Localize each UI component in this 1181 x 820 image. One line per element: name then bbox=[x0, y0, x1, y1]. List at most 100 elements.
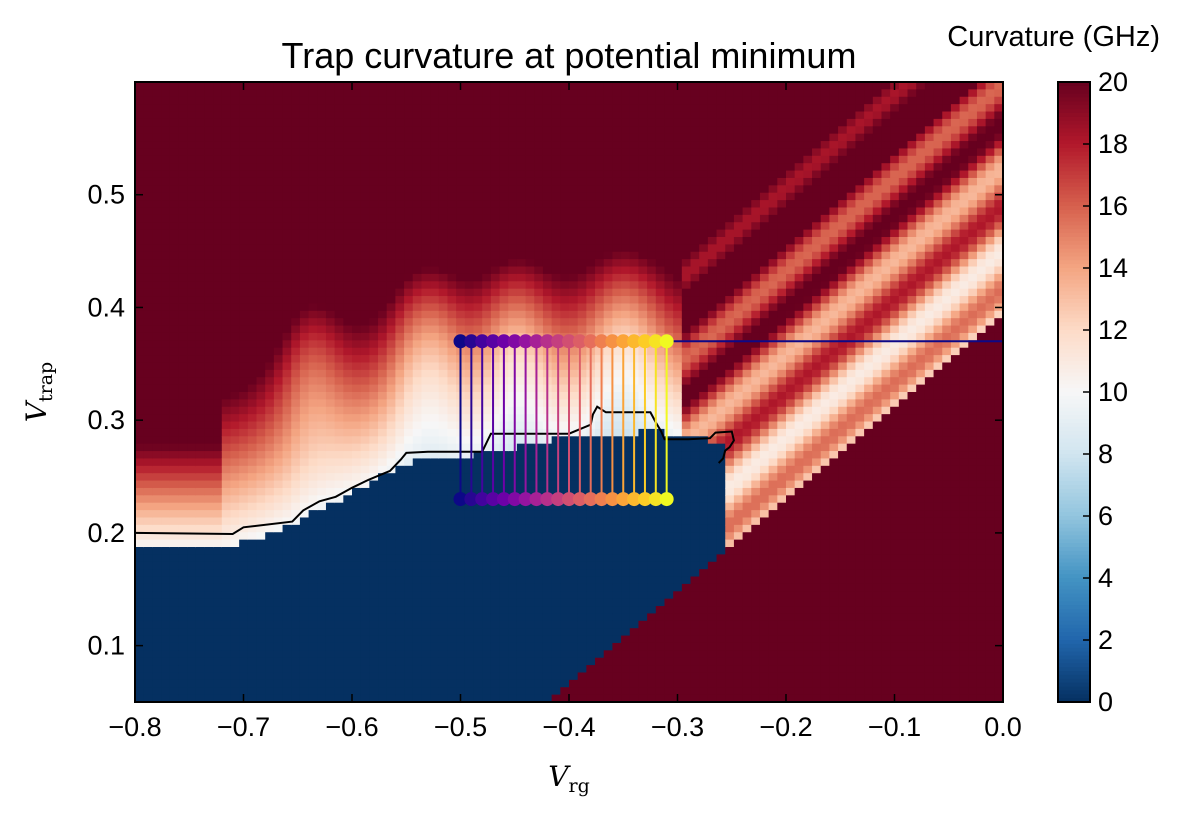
heatmap-cell bbox=[473, 679, 483, 688]
heatmap-cell bbox=[230, 406, 240, 415]
heatmap-cell bbox=[612, 421, 622, 430]
heatmap-cell bbox=[499, 672, 509, 681]
heatmap-cell bbox=[256, 185, 266, 194]
heatmap-cell bbox=[317, 679, 327, 688]
heatmap-cell bbox=[152, 524, 162, 533]
heatmap-cell bbox=[143, 679, 153, 688]
heatmap-cell bbox=[195, 598, 206, 607]
heatmap-cell bbox=[360, 207, 370, 216]
heatmap-cell bbox=[282, 118, 292, 127]
heatmap-cell bbox=[412, 332, 423, 341]
heatmap-cell bbox=[273, 414, 284, 423]
heatmap-cell bbox=[230, 524, 240, 533]
heatmap-cell bbox=[256, 495, 266, 504]
heatmap-cell bbox=[265, 421, 275, 430]
heatmap-cell bbox=[204, 694, 214, 702]
heatmap-cell bbox=[386, 583, 396, 592]
heatmap-cell bbox=[569, 554, 579, 563]
heatmap-cell bbox=[473, 487, 483, 496]
heatmap-cell bbox=[169, 421, 179, 430]
heatmap-cell bbox=[204, 332, 214, 341]
heatmap-cell bbox=[629, 281, 640, 290]
heatmap-cell bbox=[343, 237, 353, 245]
heatmap-cell bbox=[308, 377, 318, 386]
heatmap-cell bbox=[378, 200, 388, 209]
heatmap-cell bbox=[395, 355, 405, 364]
heatmap-cell bbox=[325, 355, 336, 364]
heatmap-cell bbox=[247, 458, 258, 467]
heatmap-cell bbox=[621, 392, 631, 400]
heatmap-cell bbox=[447, 421, 457, 430]
heatmap-cell bbox=[534, 443, 544, 452]
heatmap-cell bbox=[334, 244, 344, 253]
heatmap-cell bbox=[187, 406, 197, 415]
heatmap-cell bbox=[221, 192, 232, 201]
heatmap-cell bbox=[143, 569, 153, 578]
heatmap-cell bbox=[213, 303, 223, 312]
heatmap-cell bbox=[595, 642, 605, 651]
heatmap-cell bbox=[412, 384, 423, 393]
heatmap-cell bbox=[325, 642, 336, 651]
heatmap-cell bbox=[629, 591, 640, 600]
heatmap-cell bbox=[447, 436, 457, 445]
heatmap-cell bbox=[516, 554, 527, 563]
heatmap-cell bbox=[638, 177, 648, 186]
heatmap-cell bbox=[221, 96, 232, 105]
heatmap-cell bbox=[430, 362, 440, 371]
heatmap-cell bbox=[447, 104, 457, 113]
heatmap-cell bbox=[508, 325, 518, 334]
heatmap-cell bbox=[516, 687, 527, 696]
heatmap-cell bbox=[230, 340, 240, 349]
heatmap-cell bbox=[577, 214, 587, 223]
heatmap-cell bbox=[542, 207, 553, 216]
heatmap-cell bbox=[621, 192, 631, 201]
heatmap-cell bbox=[595, 355, 605, 364]
heatmap-cell bbox=[542, 598, 553, 607]
heatmap-cell bbox=[386, 266, 396, 275]
heatmap-cell bbox=[464, 266, 475, 275]
heatmap-cell bbox=[560, 177, 570, 186]
heatmap-cell bbox=[447, 502, 457, 511]
heatmap-cell bbox=[430, 244, 440, 253]
heatmap-cell bbox=[195, 443, 206, 452]
heatmap-cell bbox=[516, 679, 527, 688]
heatmap-cell bbox=[334, 377, 344, 386]
heatmap-cell bbox=[360, 495, 370, 504]
heatmap-cell bbox=[143, 318, 153, 327]
heatmap-cell bbox=[438, 554, 449, 563]
heatmap-cell bbox=[169, 561, 179, 570]
heatmap-cell bbox=[508, 347, 518, 356]
heatmap-cell bbox=[508, 148, 518, 157]
heatmap-cell bbox=[534, 635, 544, 644]
heatmap-cell bbox=[534, 583, 544, 592]
heatmap-cell bbox=[542, 251, 553, 260]
heatmap-cell bbox=[247, 576, 258, 585]
heatmap-cell bbox=[152, 628, 162, 637]
heatmap-cell bbox=[386, 458, 396, 467]
heatmap-cell bbox=[603, 355, 613, 364]
heatmap-cell bbox=[291, 458, 301, 467]
heatmap-cell bbox=[213, 547, 223, 555]
heatmap-cell bbox=[195, 421, 206, 430]
heatmap-cell bbox=[638, 303, 648, 312]
heatmap-cell bbox=[143, 207, 153, 216]
heatmap-cell bbox=[456, 266, 466, 275]
heatmap-cell bbox=[525, 207, 535, 216]
heatmap-cell bbox=[195, 96, 206, 105]
heatmap-cell bbox=[247, 318, 258, 327]
heatmap-cell bbox=[343, 303, 353, 312]
heatmap-cell bbox=[317, 628, 327, 637]
heatmap-cell bbox=[265, 517, 275, 526]
heatmap-cell bbox=[195, 672, 206, 681]
heatmap-cell bbox=[603, 163, 613, 172]
heatmap-cell bbox=[282, 679, 292, 688]
heatmap-cell bbox=[447, 642, 457, 651]
heatmap-cell bbox=[586, 237, 596, 245]
heatmap-cell bbox=[612, 532, 622, 541]
heatmap-cell bbox=[482, 237, 492, 245]
heatmap-cell bbox=[360, 583, 370, 592]
heatmap-cell bbox=[195, 436, 206, 445]
heatmap-cell bbox=[195, 532, 206, 541]
heatmap-cell bbox=[499, 517, 509, 526]
heatmap-cell bbox=[404, 642, 414, 651]
